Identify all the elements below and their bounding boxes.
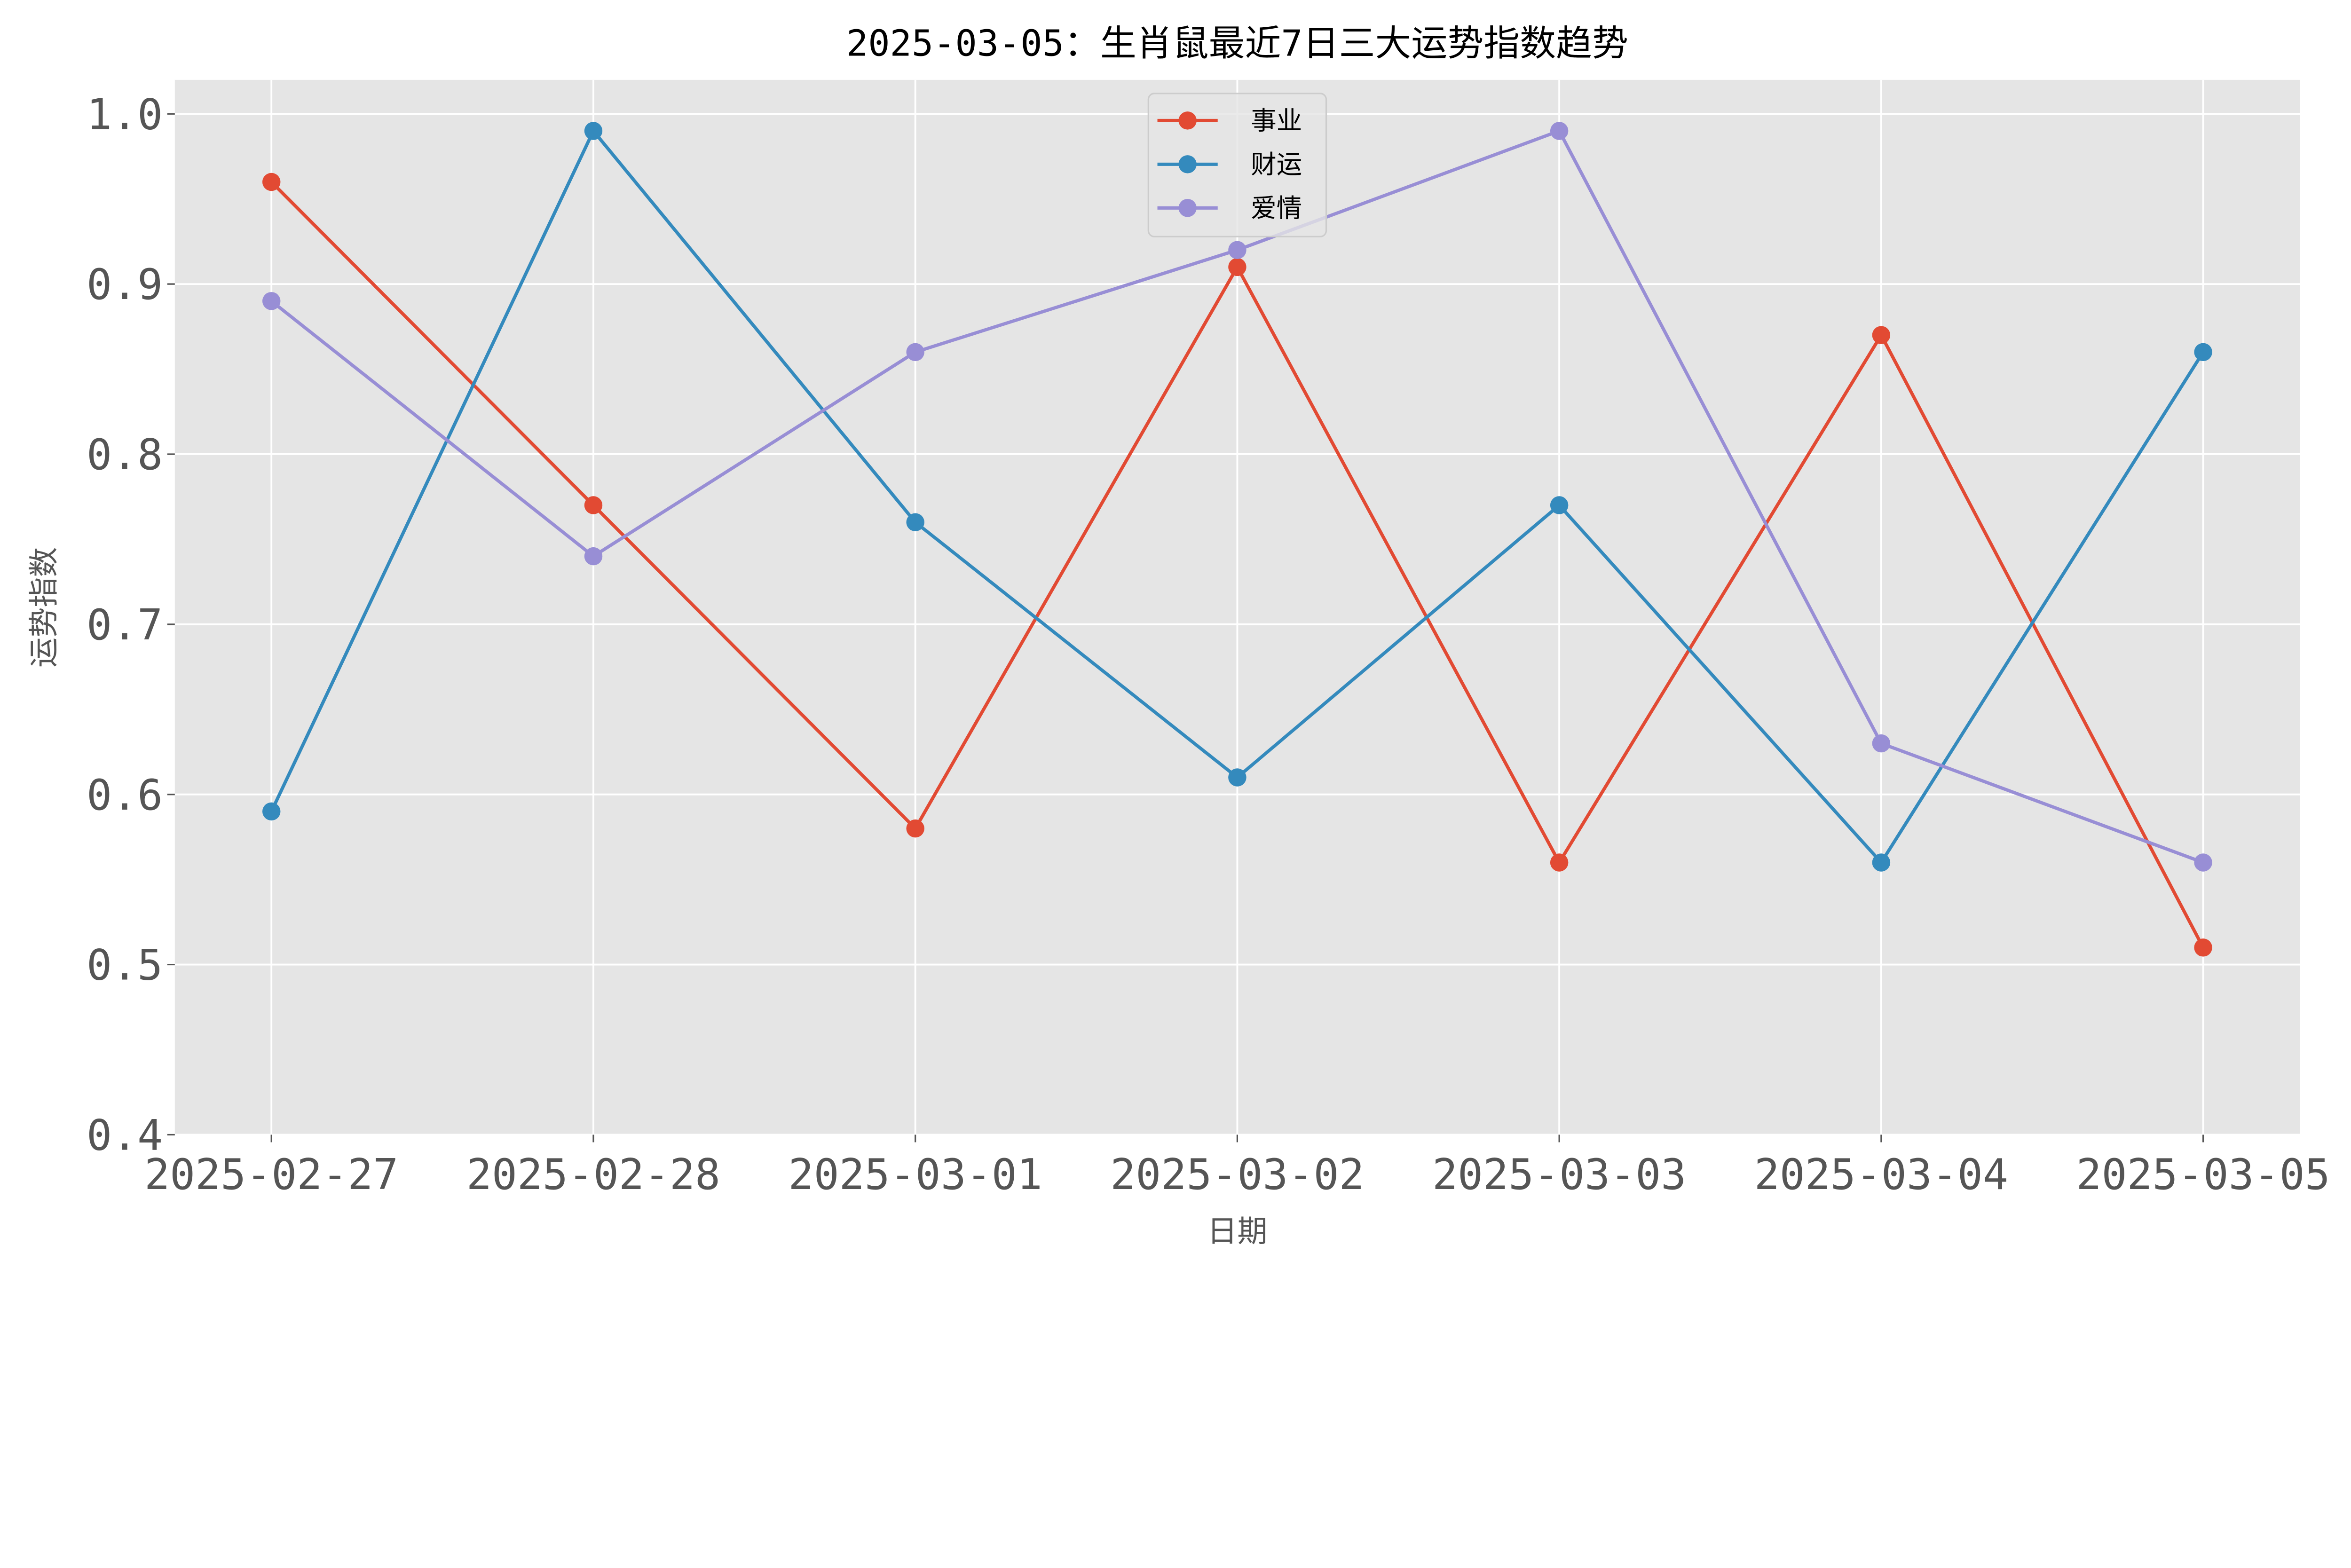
data-point [1550, 853, 1569, 872]
data-point [1228, 258, 1247, 276]
data-point [584, 496, 603, 514]
data-point [2194, 938, 2212, 957]
data-point [1872, 326, 1891, 344]
x-tick-label: 2025-03-05 [2076, 1150, 2330, 1199]
data-point [906, 343, 924, 362]
data-point [262, 802, 281, 821]
data-point [584, 547, 603, 566]
chart-title: 2025-03-05：生肖鼠最近7日三大运势指数趋势 [846, 23, 1628, 65]
y-tick-label: 0.9 [87, 260, 163, 309]
data-point [1550, 496, 1569, 514]
data-point [1872, 734, 1891, 753]
data-point [1872, 853, 1891, 872]
x-tick-label: 2025-03-03 [1432, 1150, 1686, 1199]
series-0 [262, 173, 2212, 957]
data-point [1228, 768, 1247, 787]
y-tick-label: 0.6 [87, 771, 163, 820]
series-2 [262, 122, 2212, 872]
data-point [2194, 343, 2212, 362]
data-point [262, 173, 281, 191]
y-tick-label: 0.7 [87, 601, 163, 650]
x-tick-label: 2025-02-27 [144, 1150, 398, 1199]
x-axis: 2025-02-27 2025-02-28 2025-03-01 2025-03-02… [144, 1135, 2330, 1199]
x-tick-label: 2025-03-01 [789, 1150, 1042, 1199]
data-point [262, 292, 281, 310]
data-point [2194, 853, 2212, 872]
y-axis-label: 运势指数 [27, 547, 62, 667]
data-point [1550, 122, 1569, 140]
y-tick-label: 0.4 [87, 1111, 163, 1160]
gridlines [174, 79, 2300, 1136]
legend-label: 事业 [1251, 106, 1302, 136]
x-tick-label: 2025-02-28 [466, 1150, 720, 1199]
y-tick-label: 0.5 [87, 941, 163, 990]
x-axis-label: 日期 [1207, 1214, 1267, 1249]
data-point [584, 122, 603, 140]
series-1 [262, 122, 2212, 872]
legend-marker [1178, 199, 1197, 217]
x-tick-label: 2025-03-02 [1110, 1150, 1364, 1199]
data-point [906, 513, 924, 531]
data-point [906, 819, 924, 838]
x-tick-label: 2025-03-04 [1754, 1150, 2008, 1199]
legend-marker [1178, 155, 1197, 173]
y-tick-label: 1.0 [87, 90, 163, 139]
y-axis: 0.4 0.5 0.6 0.7 0.8 0.9 1.0 [87, 90, 175, 1160]
legend-label: 爱情 [1251, 193, 1302, 223]
legend-label: 财运 [1251, 150, 1302, 180]
legend-marker [1178, 111, 1197, 130]
y-tick-label: 0.8 [87, 431, 163, 480]
data-point [1228, 241, 1247, 259]
line-chart: 0.40.50.60.70.80.91.0 2025-02-27 2025-02-… [27, 23, 2330, 1249]
series-group [262, 122, 2212, 957]
